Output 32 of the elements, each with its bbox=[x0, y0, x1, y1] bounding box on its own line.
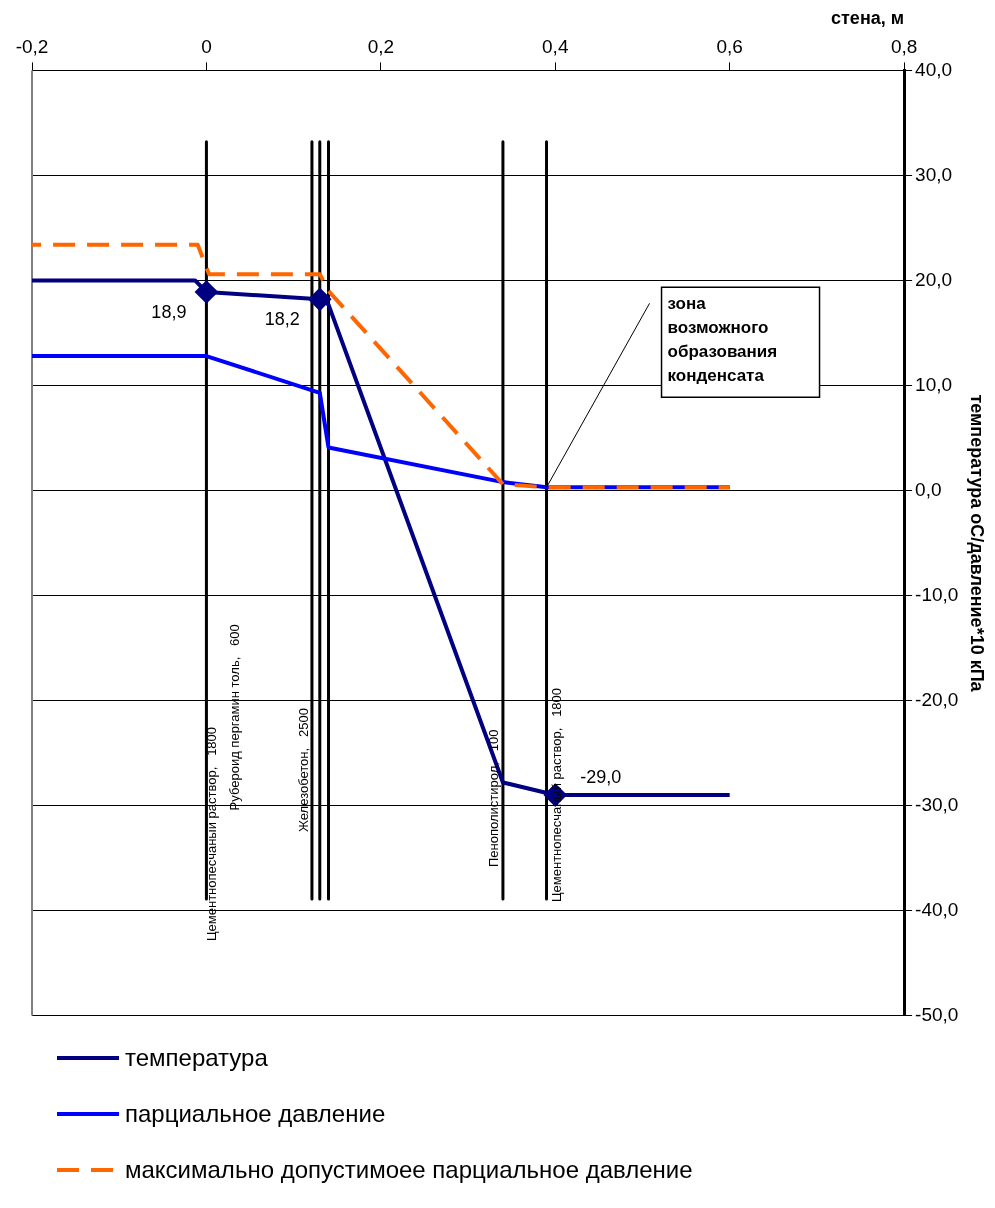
legend-label: температура bbox=[125, 1044, 268, 1072]
data-label: -29,0 bbox=[580, 767, 622, 788]
annotation: Рубероид пергамин толь, 600 bbox=[226, 624, 242, 811]
x-tick-label: 0,6 bbox=[716, 36, 743, 58]
x-axis-title: стена, м bbox=[831, 7, 905, 28]
y-tick-label: -30,0 bbox=[915, 793, 959, 815]
y-tick-label: -20,0 bbox=[915, 688, 959, 710]
text: Цементнопесчаный раствор, 1800 bbox=[549, 687, 565, 903]
text: Цементнопесчаный раствор, 1800 bbox=[204, 726, 219, 942]
y-tick-label: 10,0 bbox=[915, 373, 953, 395]
data-label: 18,9 bbox=[151, 301, 187, 322]
y-tick-label: -50,0 bbox=[915, 1003, 959, 1025]
y-tick-label: -40,0 bbox=[915, 898, 959, 920]
text: Пенополистирол, 100 bbox=[485, 729, 501, 868]
annotation: зона возможного образования конденсата bbox=[667, 293, 778, 385]
text: Железобетон, 2500 bbox=[295, 708, 311, 833]
point bbox=[308, 288, 331, 311]
y-tick-label: 20,0 bbox=[915, 268, 953, 290]
y-axis-title: температура оС/давление*10 кПа bbox=[967, 394, 988, 693]
data-label: 18,2 bbox=[264, 309, 300, 330]
y-tick-label: 0,0 bbox=[915, 478, 942, 500]
y-tick-label: 40,0 bbox=[915, 58, 953, 80]
x-tick-label: 0,8 bbox=[890, 36, 918, 58]
x-tick-label: 0,2 bbox=[367, 36, 395, 58]
x-tick-label: -0,2 bbox=[15, 36, 49, 58]
x-tick-label: 0,4 bbox=[542, 36, 569, 58]
legend-label: парциальное давление bbox=[125, 1100, 386, 1128]
y-tick-label: 30,0 bbox=[915, 163, 953, 185]
x-tick-label: 0 bbox=[201, 36, 212, 58]
legend-label: максимально допустимоее парциальное давление bbox=[125, 1156, 693, 1184]
y-tick-label: -10,0 bbox=[915, 583, 959, 605]
point bbox=[195, 281, 218, 303]
